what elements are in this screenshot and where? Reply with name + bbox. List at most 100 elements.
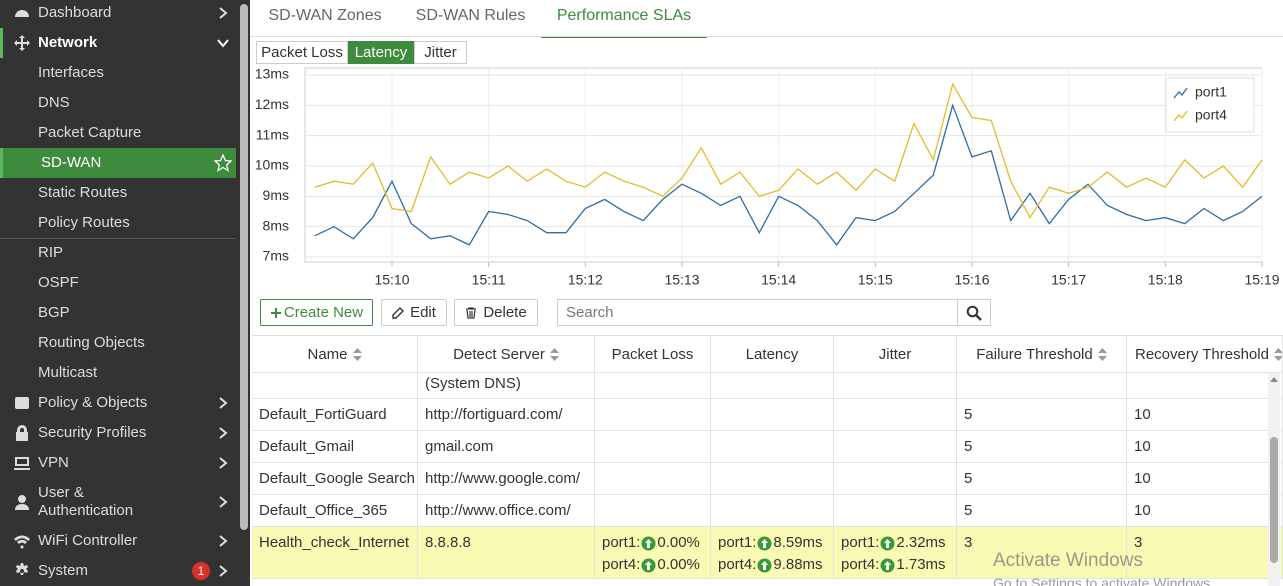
scroll-thumb[interactable] <box>1270 437 1278 563</box>
nav-item[interactable]: WiFi Controller <box>0 526 236 556</box>
icon-shape <box>16 563 28 575</box>
table-cell[interactable]: Health_check_Internet <box>252 527 418 579</box>
nav-item[interactable]: OSPF <box>0 268 236 298</box>
table-cell <box>711 372 834 399</box>
table-cell[interactable] <box>834 463 957 495</box>
toolbar-button[interactable]: Create New <box>260 299 373 326</box>
nav-item[interactable]: SD-WAN <box>0 148 236 178</box>
table-cell[interactable]: Default_Google Search <box>252 463 418 495</box>
port-label: port4: <box>841 556 880 573</box>
favorite-star[interactable] <box>214 154 232 172</box>
cell-text: 8.8.8.8 <box>425 534 471 551</box>
table-cell[interactable] <box>711 399 834 431</box>
table-cell[interactable]: 5 <box>957 495 1127 527</box>
tab[interactable]: SD-WAN Rules <box>415 7 526 24</box>
tab-divider <box>250 36 1283 37</box>
icon-shape <box>975 314 982 321</box>
table-cell[interactable]: Default_Gmail <box>252 431 418 463</box>
table-cell <box>1127 372 1283 399</box>
nav-item[interactable]: Security Profiles <box>0 418 236 448</box>
nav-item[interactable]: Packet Capture <box>0 118 236 148</box>
column-header[interactable]: Failure Threshold <box>957 336 1127 373</box>
nav-item[interactable]: User & Authentication <box>0 478 236 526</box>
cell-text: Default_FortiGuard <box>259 406 387 423</box>
column-header[interactable]: Name <box>252 336 418 373</box>
metric-tab[interactable]: Packet Loss <box>256 41 348 64</box>
toolbar-button[interactable]: Edit <box>381 299 447 326</box>
nav-item[interactable]: DNS <box>0 88 236 118</box>
table-cell[interactable]: http://www.office.com/ <box>418 495 595 527</box>
nav-item[interactable]: Policy Routes <box>0 208 236 238</box>
chevron-shape <box>219 427 228 439</box>
column-header[interactable]: Jitter <box>834 336 957 373</box>
column-header[interactable]: Packet Loss <box>595 336 711 373</box>
nav-item[interactable]: Multicast <box>0 358 236 388</box>
table-cell[interactable]: 3 <box>1127 527 1283 579</box>
nav-icon <box>15 10 29 17</box>
table-cell[interactable]: http://fortiguard.com/ <box>418 399 595 431</box>
x-tick-label: 15:12 <box>568 272 603 288</box>
nav-item[interactable]: Network <box>0 28 236 58</box>
sidebar-scrollbar[interactable] <box>240 4 248 530</box>
nav-item[interactable]: Interfaces <box>0 58 236 88</box>
nav-item[interactable]: Static Routes <box>0 178 236 208</box>
metric-lines: port1: 8.59ms port4: 9.88ms <box>718 534 823 574</box>
table-cell[interactable] <box>595 495 711 527</box>
nav-item[interactable]: System 1 <box>0 556 236 586</box>
column-header[interactable]: Detect Server <box>418 336 595 373</box>
toolbar-button[interactable]: Delete <box>454 299 538 326</box>
cell-text: gmail.com <box>425 438 494 455</box>
port-label: port1: <box>602 534 641 551</box>
chevron-shape <box>219 397 228 409</box>
nav-icon <box>15 397 29 409</box>
table-cell[interactable] <box>834 495 957 527</box>
table-cell[interactable]: 10 <box>1127 399 1283 431</box>
legend-label[interactable]: port1 <box>1195 84 1227 100</box>
cell-text: (System DNS) <box>425 375 521 392</box>
table-cell[interactable]: 5 <box>957 463 1127 495</box>
column-header[interactable]: Latency <box>711 336 834 373</box>
nav-item[interactable]: Routing Objects <box>0 328 236 358</box>
tab[interactable]: Performance SLAs <box>541 0 707 38</box>
search-icon <box>966 305 982 321</box>
legend-label[interactable]: port4 <box>1195 107 1227 123</box>
table-cell[interactable]: 3 <box>957 527 1127 579</box>
table-cell[interactable] <box>595 431 711 463</box>
nav-item[interactable]: RIP <box>0 238 236 268</box>
search-placeholder: Search <box>566 304 614 321</box>
search-input[interactable]: Search <box>557 299 958 326</box>
table-cell[interactable]: port1: 0.00% port4: 0.00% <box>595 527 711 579</box>
table-cell[interactable] <box>711 431 834 463</box>
nav-item[interactable]: Dashboard <box>0 0 236 28</box>
tab[interactable]: SD-WAN Zones <box>268 7 382 24</box>
column-header[interactable]: Recovery Threshold <box>1127 336 1283 373</box>
cell-text: http://www.google.com/ <box>425 470 581 487</box>
search-button[interactable] <box>957 299 991 326</box>
chevron-right <box>219 457 228 469</box>
table-cell[interactable]: 10 <box>1127 495 1283 527</box>
nav-item[interactable]: VPN <box>0 448 236 478</box>
table-cell[interactable] <box>595 399 711 431</box>
chevron-shape <box>219 496 228 508</box>
table-cell[interactable]: port1: 2.32ms port4: 1.73ms <box>834 527 957 579</box>
table-cell[interactable]: Default_FortiGuard <box>252 399 418 431</box>
table-cell[interactable]: gmail.com <box>418 431 595 463</box>
table-cell[interactable]: 5 <box>957 399 1127 431</box>
table-cell[interactable]: Default_Office_365 <box>252 495 418 527</box>
table-cell[interactable] <box>711 463 834 495</box>
table-cell[interactable] <box>711 495 834 527</box>
table-cell[interactable] <box>595 463 711 495</box>
table-cell[interactable]: port1: 8.59ms port4: 9.88ms <box>711 527 834 579</box>
table-cell[interactable] <box>834 399 957 431</box>
table-scrollbar[interactable] <box>1268 373 1280 586</box>
table-cell[interactable]: 5 <box>957 431 1127 463</box>
metric-tab[interactable]: Latency <box>348 41 414 64</box>
metric-tab[interactable]: Jitter <box>414 41 467 64</box>
table-cell[interactable]: 10 <box>1127 431 1283 463</box>
table-cell[interactable] <box>834 431 957 463</box>
table-cell[interactable]: 10 <box>1127 463 1283 495</box>
table-cell[interactable]: 8.8.8.8 <box>418 527 595 579</box>
table-cell[interactable]: http://www.google.com/ <box>418 463 595 495</box>
nav-item[interactable]: BGP <box>0 298 236 328</box>
nav-item[interactable]: Policy & Objects <box>0 388 236 418</box>
